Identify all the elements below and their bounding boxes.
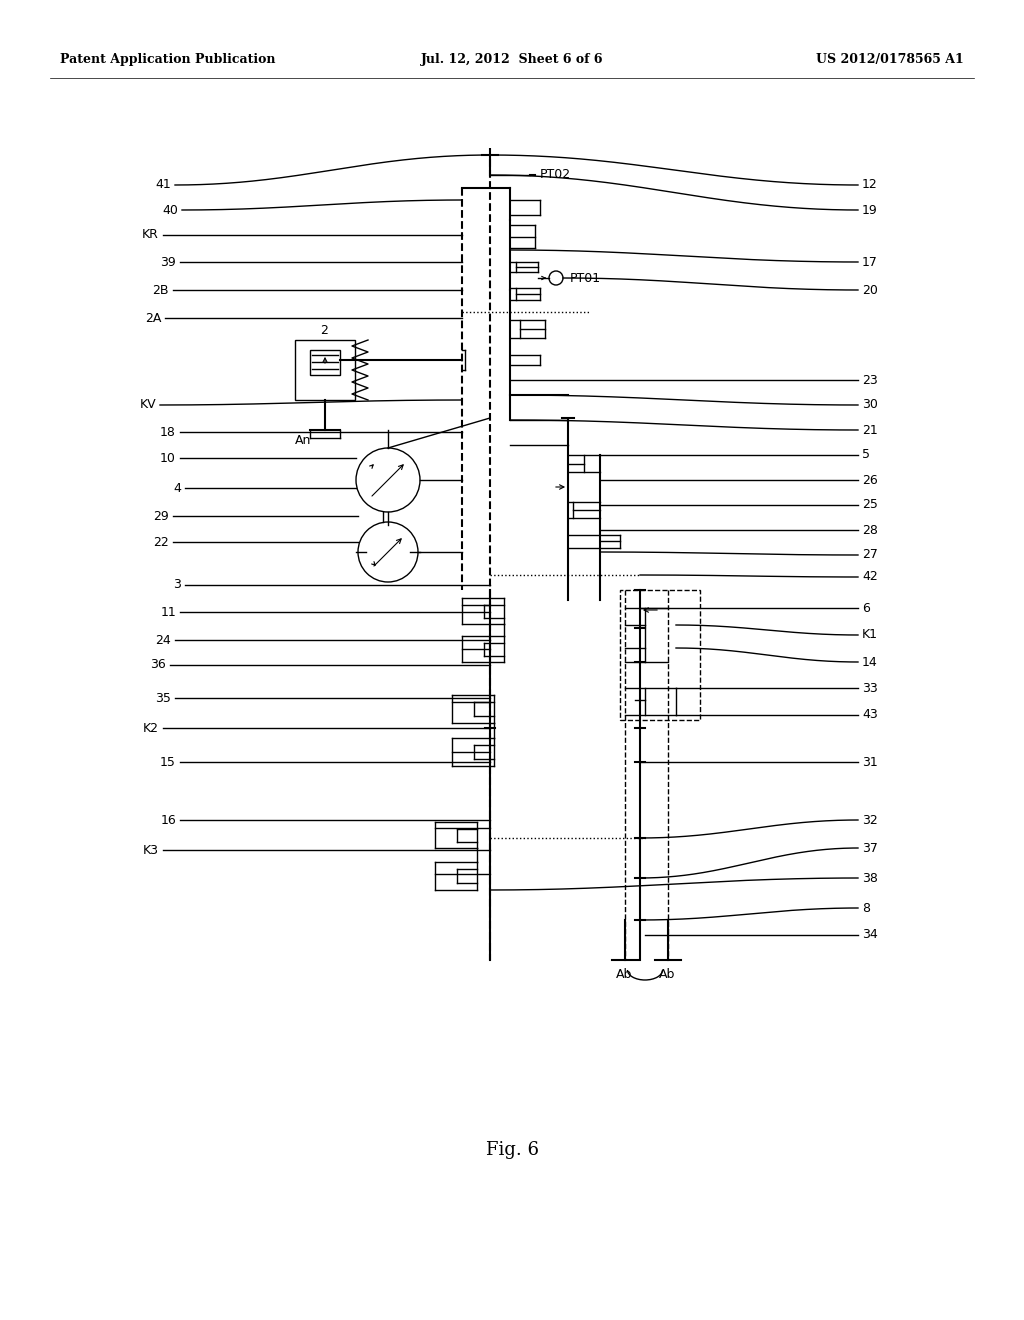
Text: 16: 16 — [160, 813, 176, 826]
Text: K2: K2 — [143, 722, 159, 734]
Text: 24: 24 — [156, 634, 171, 647]
Text: KV: KV — [139, 399, 156, 412]
Text: 31: 31 — [862, 755, 878, 768]
Text: 22: 22 — [154, 536, 169, 549]
Text: 11: 11 — [160, 606, 176, 619]
Text: 32: 32 — [862, 813, 878, 826]
Text: K1: K1 — [862, 628, 878, 642]
Text: 30: 30 — [862, 399, 878, 412]
Text: K3: K3 — [143, 843, 159, 857]
Text: 17: 17 — [862, 256, 878, 268]
Text: 42: 42 — [862, 570, 878, 583]
Text: 4: 4 — [173, 482, 181, 495]
Text: Ab: Ab — [658, 969, 675, 982]
Text: 37: 37 — [862, 842, 878, 854]
Text: 23: 23 — [862, 374, 878, 387]
Bar — [295, 341, 355, 400]
Text: 20: 20 — [862, 284, 878, 297]
Text: 8: 8 — [862, 902, 870, 915]
Text: 6: 6 — [862, 602, 869, 615]
Bar — [620, 590, 700, 719]
Text: Patent Application Publication: Patent Application Publication — [60, 54, 275, 66]
Text: An: An — [295, 433, 311, 446]
Text: PT01: PT01 — [570, 272, 601, 285]
Text: Jul. 12, 2012  Sheet 6 of 6: Jul. 12, 2012 Sheet 6 of 6 — [421, 54, 603, 66]
Text: 10: 10 — [160, 451, 176, 465]
Text: US 2012/0178565 A1: US 2012/0178565 A1 — [816, 54, 964, 66]
Text: 18: 18 — [160, 425, 176, 438]
Text: 33: 33 — [862, 681, 878, 694]
Text: 29: 29 — [154, 510, 169, 523]
Text: 19: 19 — [862, 203, 878, 216]
Text: 38: 38 — [862, 871, 878, 884]
Text: 43: 43 — [862, 709, 878, 722]
Text: 28: 28 — [862, 524, 878, 536]
Text: 14: 14 — [862, 656, 878, 668]
Text: 5: 5 — [862, 449, 870, 462]
Text: 3: 3 — [173, 578, 181, 591]
Text: KR: KR — [142, 228, 159, 242]
Text: 27: 27 — [862, 549, 878, 561]
Text: 21: 21 — [862, 424, 878, 437]
Text: Fig. 6: Fig. 6 — [485, 1140, 539, 1159]
Text: 36: 36 — [151, 659, 166, 672]
Text: 34: 34 — [862, 928, 878, 941]
Text: 40: 40 — [162, 203, 178, 216]
Text: PT02: PT02 — [540, 169, 571, 181]
Text: 41: 41 — [156, 178, 171, 191]
Text: 35: 35 — [155, 692, 171, 705]
Text: 26: 26 — [862, 474, 878, 487]
Text: 15: 15 — [160, 755, 176, 768]
Text: 2: 2 — [319, 323, 328, 337]
Text: 12: 12 — [862, 178, 878, 191]
Text: 2B: 2B — [153, 284, 169, 297]
Text: 25: 25 — [862, 499, 878, 511]
Text: Ab: Ab — [615, 969, 632, 982]
Bar — [310, 350, 340, 375]
Text: 2A: 2A — [144, 312, 161, 325]
Text: 39: 39 — [160, 256, 176, 268]
